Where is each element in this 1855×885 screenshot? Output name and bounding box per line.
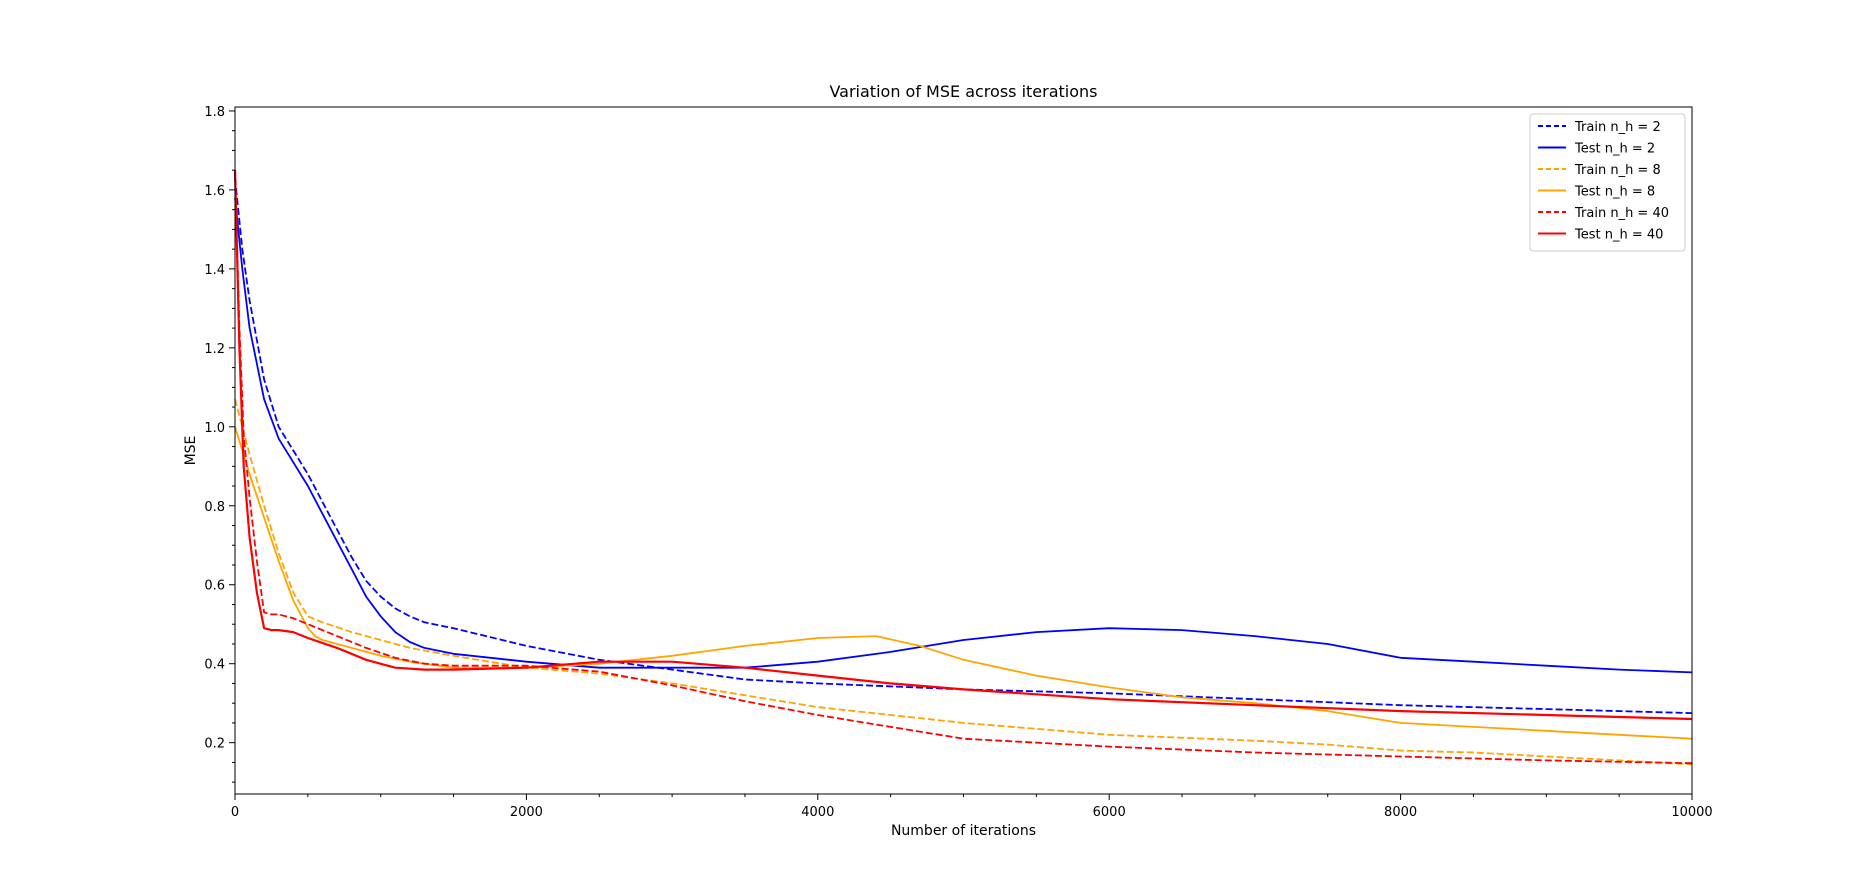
legend-label: Train n_h = 2 [1574,120,1661,135]
y-tick-label: 0.8 [204,500,225,515]
series-line-1 [234,178,1693,714]
x-tick-label: 6000 [1093,805,1126,820]
y-tick-label: 0.4 [204,658,225,673]
y-axis-label: MSE [183,436,199,466]
x-tick-label: 0 [231,805,239,820]
chart-title: Variation of MSE across iterations [829,82,1097,101]
series-line-3 [234,398,1693,766]
legend-label: Test n_h = 40 [1574,228,1663,243]
series-line-5 [234,170,1693,765]
y-tick-label: 1.2 [204,342,225,357]
x-axis-label: Number of iterations [891,823,1036,839]
axis-ticks: 0 2000 4000 6000 8000 10000 0.2 0.4 0.6 0.8 1.0 1.2… [204,105,1712,820]
y-tick-label: 0.2 [204,737,225,752]
legend: Train n_h = 2 Test n_h = 2 Train n_h = 8 Te… [1529,113,1686,252]
y-tick-label: 1.0 [204,421,225,436]
y-tick-label: 1.4 [204,263,225,278]
plot-area-frame [234,106,1693,795]
legend-label: Train n_h = 40 [1574,206,1669,221]
x-tick-label: 4000 [801,805,834,820]
series-line-6 [233,170,1693,721]
x-tick-label: 2000 [510,805,543,820]
legend-label: Test n_h = 2 [1574,142,1655,157]
series-line-2 [234,197,1693,674]
legend-label: Train n_h = 8 [1574,163,1661,178]
x-tick-label: 10000 [1671,805,1712,820]
x-tick-label: 8000 [1384,805,1417,820]
y-tick-label: 0.6 [204,579,225,594]
y-tick-label: 1.6 [204,184,225,199]
y-tick-label: 1.8 [204,105,225,120]
series-line-4 [234,426,1693,740]
series-layer [233,170,1693,766]
legend-label: Test n_h = 8 [1574,185,1655,200]
legend-box [1529,113,1686,252]
